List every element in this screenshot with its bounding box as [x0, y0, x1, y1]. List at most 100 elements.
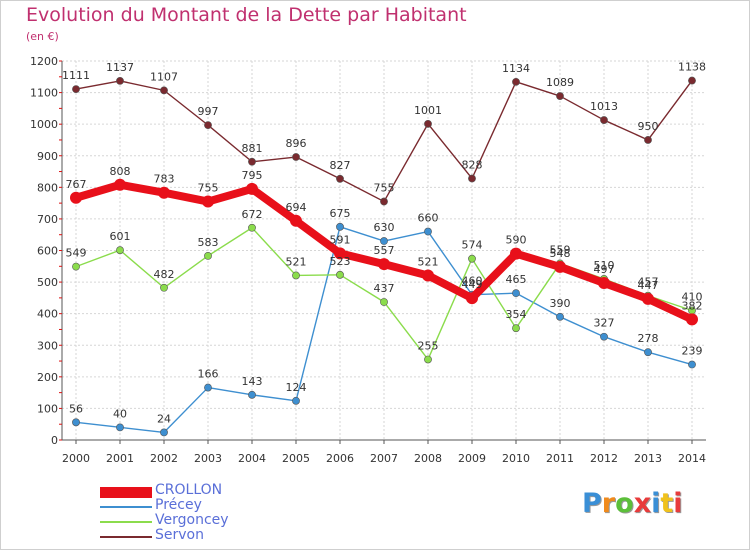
data-point-servon	[72, 85, 80, 94]
legend-label-servon: Servon	[155, 527, 204, 543]
x-tick-label: 2003	[194, 452, 222, 465]
x-tick-label: 2002	[150, 452, 178, 465]
data-label-precey: 24	[157, 412, 171, 425]
data-label-precey: 56	[69, 402, 83, 415]
data-point-crollon	[642, 292, 654, 305]
data-label-vergoncey: 437	[374, 282, 395, 295]
data-point-crollon	[158, 186, 170, 199]
data-point-servon	[644, 136, 652, 144]
data-label-vergoncey: 549	[66, 247, 87, 260]
data-point-precey	[512, 289, 520, 298]
data-label-precey: 660	[418, 212, 439, 225]
data-point-vergoncey	[380, 298, 388, 306]
legend-label-vergoncey: Vergoncey	[155, 512, 229, 528]
data-label-vergoncey: 523	[330, 255, 351, 268]
legend-label-crollon: CROLLON	[155, 482, 223, 498]
data-point-precey	[116, 423, 124, 432]
legend-swatch-crollon	[100, 487, 152, 498]
data-label-crollon: 557	[374, 244, 395, 257]
data-label-servon: 1134	[502, 62, 530, 75]
data-label-servon: 1137	[106, 61, 134, 74]
data-point-crollon	[686, 313, 698, 326]
data-point-vergoncey	[72, 262, 80, 271]
chart-title: Evolution du Montant de la Dette par Hab…	[26, 4, 467, 26]
logo-letter: t	[660, 488, 674, 519]
data-point-crollon	[246, 182, 258, 195]
data-point-servon	[468, 174, 476, 183]
series-crollon	[70, 178, 698, 326]
data-point-servon	[512, 77, 520, 86]
data-point-precey	[72, 418, 80, 427]
data-point-crollon	[334, 247, 346, 260]
data-label-servon: 1089	[546, 76, 574, 89]
y-tick-label: 600	[37, 245, 58, 258]
data-label-crollon: 497	[594, 263, 615, 276]
data-label-precey: 239	[682, 345, 703, 358]
data-label-servon: 950	[638, 120, 659, 133]
legend-swatch-vergoncey	[100, 521, 152, 523]
legend-swatch-servon	[100, 536, 152, 538]
data-point-servon	[248, 157, 256, 166]
data-label-crollon: 548	[550, 247, 571, 260]
data-point-servon	[688, 76, 696, 85]
data-label-servon: 1013	[590, 100, 618, 113]
data-label-vergoncey: 255	[418, 339, 439, 352]
data-point-crollon	[510, 247, 522, 260]
series-servon	[72, 76, 696, 206]
data-label-crollon: 590	[506, 234, 527, 247]
data-point-vergoncey	[468, 254, 476, 263]
data-label-vergoncey: 521	[286, 255, 307, 268]
data-point-precey	[204, 383, 212, 392]
data-label-crollon: 449	[462, 278, 483, 291]
data-label-precey: 675	[330, 207, 351, 220]
data-point-crollon	[290, 214, 302, 227]
data-label-crollon: 767	[66, 178, 87, 191]
data-point-vergoncey	[248, 223, 256, 232]
data-label-precey: 40	[113, 407, 127, 420]
data-point-servon	[380, 197, 388, 206]
x-tick-label: 2008	[414, 452, 442, 465]
data-label-crollon: 591	[330, 233, 351, 246]
logo-letter: i	[651, 488, 661, 519]
x-tick-label: 2006	[326, 452, 354, 465]
data-label-servon: 896	[286, 137, 307, 150]
data-point-crollon	[202, 195, 214, 208]
logo-letter: x	[633, 488, 652, 519]
data-label-precey: 278	[638, 332, 659, 345]
proxiti-logo: Proxiti	[582, 488, 683, 519]
data-label-precey: 460	[462, 275, 483, 288]
data-point-crollon	[598, 277, 610, 290]
data-label-precey: 327	[594, 317, 615, 330]
data-label-precey: 630	[374, 221, 395, 234]
data-point-precey	[292, 396, 300, 405]
data-label-vergoncey: 583	[198, 236, 219, 249]
y-tick-label: 400	[37, 308, 58, 321]
data-point-servon	[600, 116, 608, 124]
x-tick-label: 2004	[238, 452, 266, 465]
x-tick-label: 2007	[370, 452, 398, 465]
x-tick-label: 2010	[502, 452, 530, 465]
data-point-servon	[116, 76, 124, 85]
logo-letter: i	[673, 488, 683, 519]
data-point-precey	[556, 312, 564, 321]
data-point-vergoncey	[204, 251, 212, 260]
logo-letter: P	[582, 488, 602, 519]
data-label-servon: 881	[242, 142, 263, 155]
data-point-vergoncey	[512, 324, 520, 333]
data-point-precey	[688, 360, 696, 369]
data-point-crollon	[422, 269, 434, 282]
data-point-vergoncey	[116, 246, 124, 255]
data-label-precey: 166	[198, 368, 219, 381]
data-point-servon	[424, 119, 432, 128]
data-label-servon: 1107	[150, 70, 178, 83]
data-label-precey: 465	[506, 273, 527, 286]
data-label-precey: 124	[286, 381, 307, 394]
data-label-servon: 755	[374, 182, 395, 195]
data-label-servon: 1138	[678, 61, 706, 74]
x-tick-label: 2012	[590, 452, 618, 465]
data-label-crollon: 755	[198, 182, 219, 195]
y-tick-label: 200	[37, 371, 58, 384]
data-point-vergoncey	[160, 283, 168, 292]
data-label-crollon: 447	[638, 279, 659, 292]
